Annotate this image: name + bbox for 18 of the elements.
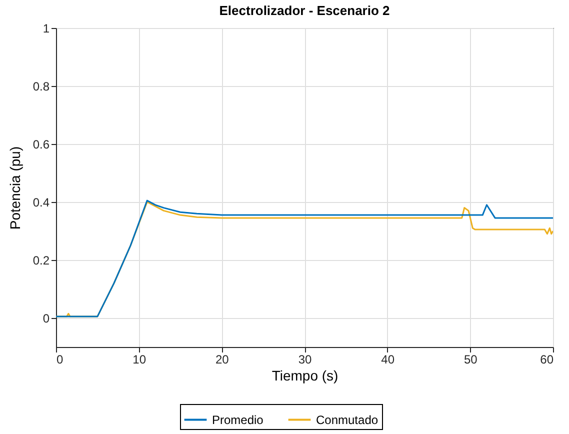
y-axis-title: Potencia (pu)	[6, 146, 23, 230]
x-tick-label: 10	[132, 352, 146, 366]
x-axis-title: Tiempo (s)	[272, 368, 338, 384]
x-tick-label: 50	[464, 352, 478, 366]
legend-label: Promedio	[212, 412, 264, 427]
x-tick-label: 0	[56, 352, 64, 366]
y-tick-label: 0.4	[32, 196, 50, 210]
x-tick-label: 20	[215, 352, 230, 366]
y-tick-label: 0	[42, 312, 50, 326]
chart-title: Electrolizador - Escenario 2	[219, 3, 390, 18]
y-tick-label: 0.6	[32, 138, 50, 152]
y-tick-label: 0.8	[32, 80, 50, 94]
y-tick-label: 1	[42, 22, 50, 36]
legend-label: Conmutado	[316, 412, 378, 427]
x-tick-label: 40	[381, 352, 395, 366]
x-tick-label: 60	[540, 352, 554, 366]
y-tick-label: 0.2	[32, 254, 50, 268]
x-tick-label: 30	[298, 352, 312, 366]
